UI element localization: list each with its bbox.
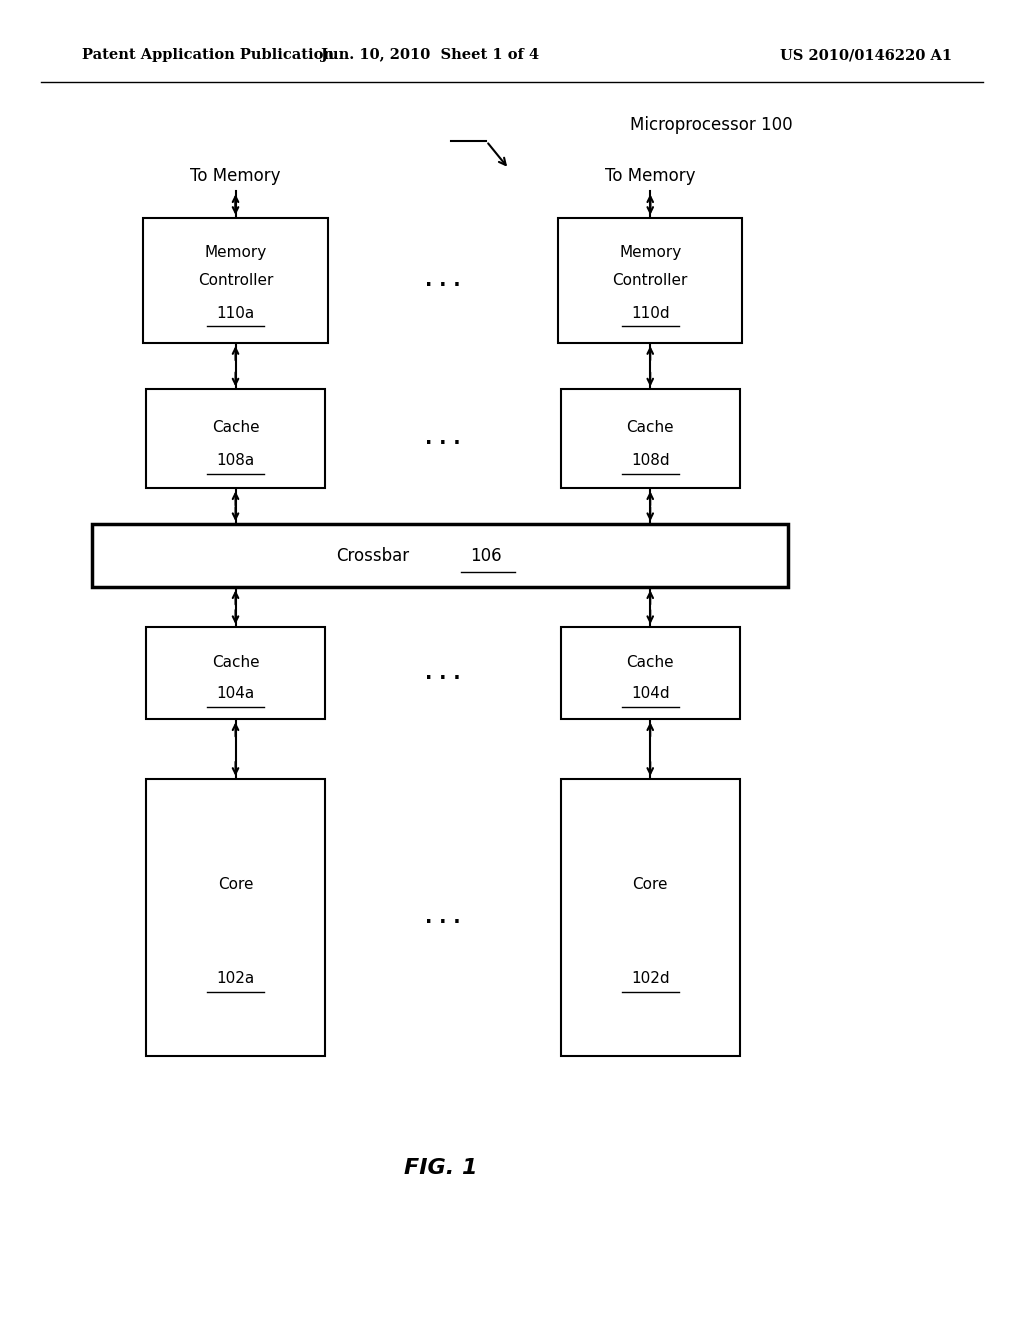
Text: 104d: 104d xyxy=(631,686,670,701)
Text: 110a: 110a xyxy=(216,306,255,321)
Text: To Memory: To Memory xyxy=(605,166,695,185)
Text: FIG. 1: FIG. 1 xyxy=(403,1158,477,1179)
Text: 102a: 102a xyxy=(216,972,255,986)
Text: Core: Core xyxy=(633,876,668,891)
Bar xyxy=(561,779,739,1056)
Text: . . .: . . . xyxy=(425,664,460,682)
Text: 106: 106 xyxy=(471,546,502,565)
Bar xyxy=(146,389,326,488)
Text: . . .: . . . xyxy=(425,429,460,449)
Text: 104a: 104a xyxy=(216,686,255,701)
Bar xyxy=(92,524,788,587)
Text: . . .: . . . xyxy=(425,908,460,927)
Text: Memory: Memory xyxy=(620,246,681,260)
Text: Controller: Controller xyxy=(198,273,273,288)
Text: Patent Application Publication: Patent Application Publication xyxy=(82,49,334,62)
Text: 108a: 108a xyxy=(216,453,255,469)
Bar xyxy=(146,779,326,1056)
Bar xyxy=(146,627,326,719)
Text: Core: Core xyxy=(218,876,253,891)
Text: . . .: . . . xyxy=(425,271,460,290)
Text: 108d: 108d xyxy=(631,453,670,469)
Text: US 2010/0146220 A1: US 2010/0146220 A1 xyxy=(780,49,952,62)
Text: Cache: Cache xyxy=(212,420,259,434)
Text: Crossbar: Crossbar xyxy=(337,546,410,565)
Text: 102d: 102d xyxy=(631,972,670,986)
Text: Jun. 10, 2010  Sheet 1 of 4: Jun. 10, 2010 Sheet 1 of 4 xyxy=(321,49,540,62)
Text: Microprocessor 100: Microprocessor 100 xyxy=(630,116,793,135)
Bar xyxy=(558,218,742,343)
Text: Cache: Cache xyxy=(212,655,259,669)
Text: Memory: Memory xyxy=(205,246,266,260)
Text: 110d: 110d xyxy=(631,306,670,321)
Text: Controller: Controller xyxy=(612,273,688,288)
Bar xyxy=(561,627,739,719)
Text: Cache: Cache xyxy=(627,655,674,669)
Bar xyxy=(561,389,739,488)
Bar xyxy=(143,218,328,343)
Text: Cache: Cache xyxy=(627,420,674,434)
Text: To Memory: To Memory xyxy=(190,166,281,185)
